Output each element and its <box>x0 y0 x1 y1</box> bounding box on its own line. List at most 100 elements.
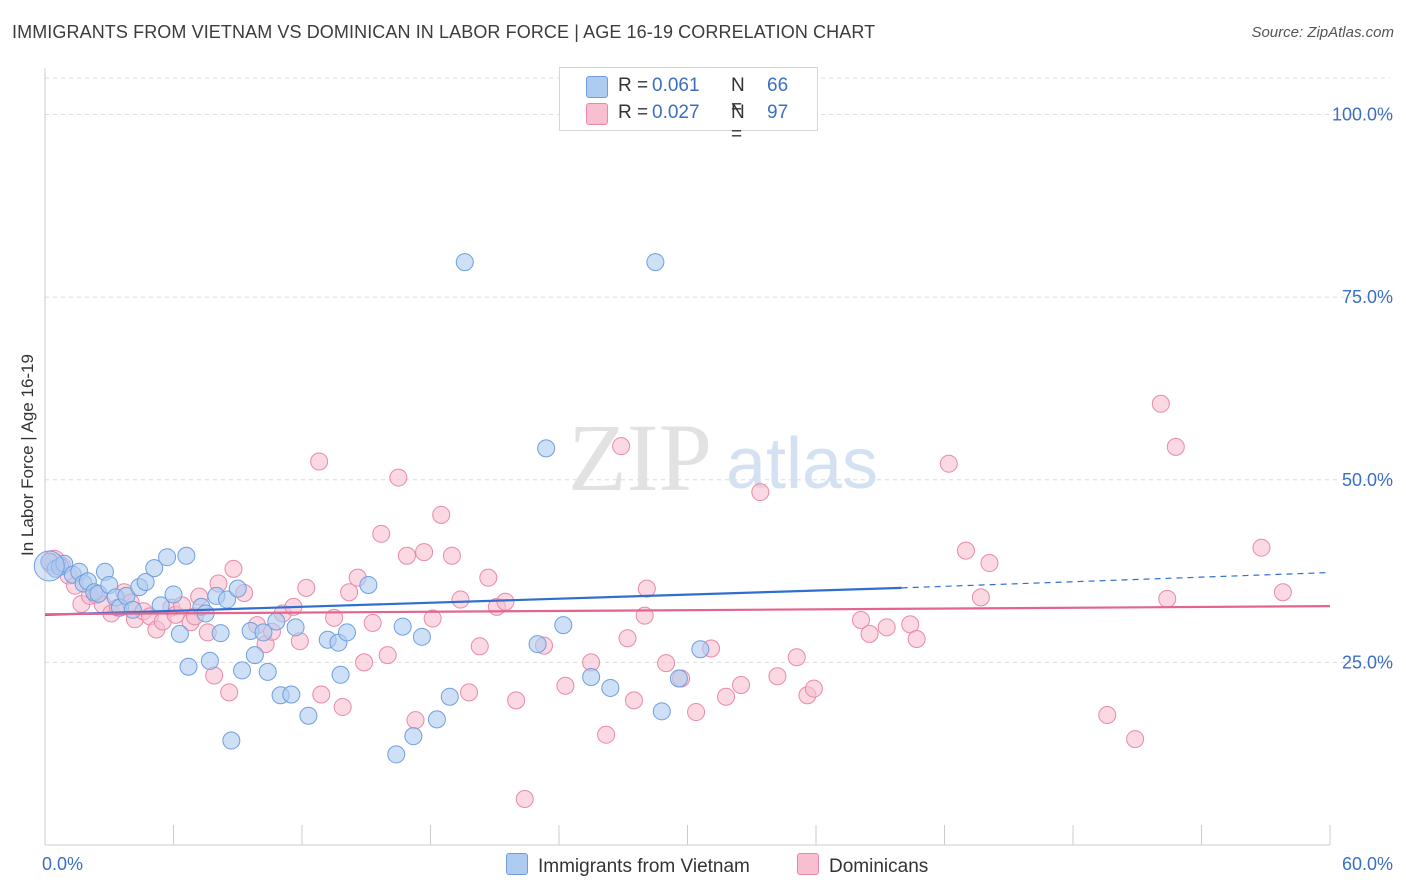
dominican-point <box>325 608 344 627</box>
dominican-point <box>939 454 958 473</box>
dominican-point <box>624 691 643 710</box>
vietnam-point <box>286 618 305 637</box>
dominican-point <box>751 483 770 502</box>
watermark-zip: ZIP <box>568 404 712 511</box>
legend-item-dominican: Dominicans <box>797 853 928 878</box>
vietnam-point <box>528 635 547 654</box>
dominican-point <box>637 579 656 598</box>
vietnam-point <box>691 640 710 659</box>
vietnam-point <box>123 600 142 619</box>
vietnam-trend-extension <box>901 571 1331 589</box>
dominican-legend-swatch <box>797 853 819 875</box>
dominican-point <box>1126 730 1145 749</box>
dominican-point <box>980 554 999 573</box>
vietnam-point <box>245 646 264 665</box>
dominican-point <box>1158 589 1177 608</box>
dominican-point <box>378 646 397 665</box>
dominican-point <box>355 653 374 672</box>
vietnam-point <box>179 657 198 676</box>
vietnam-point <box>258 662 277 681</box>
dominican-point <box>1098 705 1117 724</box>
tick-labels: 25.0% 50.0% 75.0% 100.0% 0.0% 60.0% <box>42 105 1393 874</box>
dominican-point <box>496 592 515 611</box>
vietnam-trend-line <box>44 586 902 616</box>
dominican-point <box>432 505 451 524</box>
vietnam-point <box>228 579 247 598</box>
dominican-point <box>1151 394 1170 413</box>
dominican-point <box>312 685 331 704</box>
axes <box>44 68 1331 846</box>
dominican-point <box>340 583 359 602</box>
dominican-point <box>556 676 575 695</box>
dominican-point <box>1166 437 1185 456</box>
dominican-point <box>971 588 990 607</box>
dominican-point <box>687 703 706 722</box>
vietnam-point <box>222 731 241 750</box>
dominican-point <box>907 630 926 649</box>
dominican-point <box>877 618 896 637</box>
vietnam-point <box>427 710 446 729</box>
vietnam-point <box>404 727 423 746</box>
vietnam-n-value: 66 <box>767 75 789 96</box>
dominican-point <box>787 648 806 667</box>
r-label: R = <box>618 102 649 123</box>
vietnam-point <box>393 617 412 636</box>
dominican-point <box>657 654 676 673</box>
vietnam-point <box>170 624 189 643</box>
x-tick-label: 60.0% <box>1342 854 1393 874</box>
dominican-point <box>451 590 470 609</box>
dominican-point <box>470 637 489 656</box>
dominican-point <box>406 711 425 730</box>
dominican-point <box>397 546 416 565</box>
n-label: N = <box>731 102 745 145</box>
watermark-atlas: atlas <box>726 424 878 504</box>
n-label: N = <box>731 75 745 118</box>
vietnam-point <box>440 687 459 706</box>
vietnam-legend-label: Immigrants from Vietnam <box>538 856 750 877</box>
vietnam-point <box>177 546 196 565</box>
vietnam-point <box>669 669 688 688</box>
vietnam-point <box>158 548 177 567</box>
dominican-point <box>612 437 631 456</box>
vietnam-point <box>387 745 406 764</box>
dominican-point <box>804 679 823 698</box>
dominican-point <box>479 568 498 587</box>
dominican-legend-label: Dominicans <box>829 856 929 877</box>
dominican-swatch <box>586 103 608 125</box>
dominican-point <box>389 468 408 487</box>
dominican-point <box>415 543 434 562</box>
dominican-point <box>220 683 239 702</box>
vietnam-point <box>233 661 252 680</box>
vietnam-point <box>601 678 620 697</box>
dominican-point <box>310 452 329 471</box>
dominican-point <box>1252 538 1271 557</box>
vietnam-point <box>455 253 474 272</box>
vietnam-point <box>164 585 183 604</box>
vietnam-point <box>145 559 164 578</box>
correlation-legend: R = 0.061 N = 66 R = 0.027 N = 97 <box>559 67 818 145</box>
dominican-point <box>515 789 534 808</box>
dominican-point <box>732 676 751 695</box>
chart-title: IMMIGRANTS FROM VIETNAM VS DOMINICAN IN … <box>12 22 876 42</box>
vietnam-point <box>200 651 219 670</box>
vietnam-point <box>299 706 318 725</box>
vietnam-point <box>582 667 601 686</box>
dominican-point <box>423 609 442 628</box>
dominican-r-value: 0.027 <box>652 102 700 123</box>
vietnam-r-value: 0.061 <box>652 75 700 96</box>
vietnam-point <box>136 573 155 592</box>
dominican-point <box>956 541 975 560</box>
vietnam-point <box>267 612 286 631</box>
dominican-point <box>507 691 526 710</box>
y-tick-label: 25.0% <box>1342 652 1393 672</box>
dominican-n-value: 97 <box>767 102 789 123</box>
vietnam-point <box>331 665 350 684</box>
vietnam-point <box>537 439 556 458</box>
vietnam-point <box>646 253 665 272</box>
x-tick-label: 0.0% <box>42 854 83 874</box>
vietnam-point <box>337 623 356 642</box>
legend-item-vietnam: Immigrants from Vietnam <box>506 853 750 878</box>
vietnam-point <box>211 624 230 643</box>
dominican-point <box>851 611 870 630</box>
